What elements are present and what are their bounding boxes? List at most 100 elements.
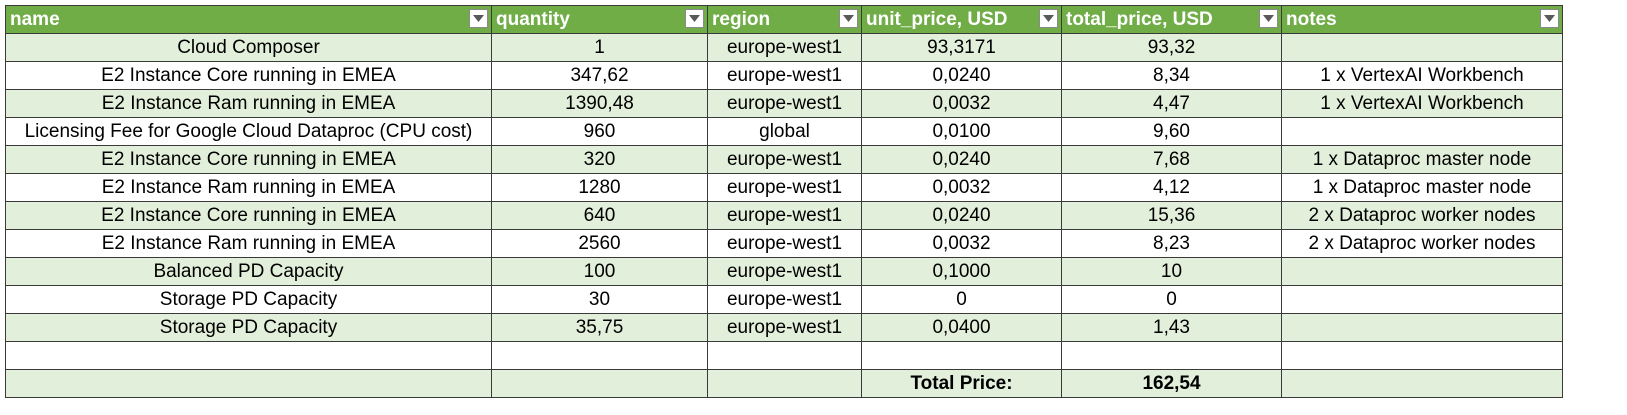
cell-name[interactable]: E2 Instance Ram running in EMEA [5,89,492,118]
cell-quantity[interactable]: 1 [491,33,708,62]
total-price-label[interactable]: Total Price: [861,369,1062,398]
cell-name[interactable] [5,341,492,370]
cell-total-price[interactable]: 8,34 [1061,61,1282,90]
cell-notes[interactable] [1281,257,1563,286]
cell-unit-price[interactable]: 0 [861,285,1062,314]
cell-quantity[interactable]: 30 [491,285,708,314]
table-row: Cloud Composer 1 europe-west1 93,3171 93… [5,33,1563,62]
cell-name[interactable]: Storage PD Capacity [5,313,492,342]
cell-total-price[interactable]: 9,60 [1061,117,1282,146]
cell-region[interactable]: europe-west1 [707,257,862,286]
total-price-value[interactable]: 162,54 [1061,369,1282,398]
cell-notes[interactable]: 2 x Dataproc worker nodes [1281,201,1563,230]
cell-total-price[interactable]: 15,36 [1061,201,1282,230]
cell-quantity[interactable]: 35,75 [491,313,708,342]
dropdown-filter-icon[interactable] [839,9,858,28]
cell-unit-price[interactable]: 0,0240 [861,145,1062,174]
dropdown-filter-icon[interactable] [469,9,488,28]
cell-name[interactable]: Storage PD Capacity [5,285,492,314]
table-row: Storage PD Capacity 30 europe-west1 0 0 [5,285,1563,314]
cell-notes[interactable]: 1 x VertexAI Workbench [1281,89,1563,118]
column-header-region[interactable]: region [707,5,862,34]
cell-notes[interactable]: 1 x VertexAI Workbench [1281,61,1563,90]
cell-region[interactable]: europe-west1 [707,201,862,230]
cell-region[interactable] [707,369,862,398]
cell-notes[interactable] [1281,117,1563,146]
cell-unit-price[interactable]: 0,0032 [861,229,1062,258]
table-row: E2 Instance Core running in EMEA 347,62 … [5,61,1563,90]
cell-unit-price[interactable]: 93,3171 [861,33,1062,62]
cell-quantity[interactable]: 640 [491,201,708,230]
cell-notes[interactable] [1281,33,1563,62]
table-row: E2 Instance Ram running in EMEA 1390,48 … [5,89,1563,118]
cell-total-price[interactable]: 7,68 [1061,145,1282,174]
column-header-unit-price[interactable]: unit_price, USD [861,5,1062,34]
cell-region[interactable]: europe-west1 [707,313,862,342]
table-row: E2 Instance Core running in EMEA 320 eur… [5,145,1563,174]
cell-name[interactable]: E2 Instance Core running in EMEA [5,61,492,90]
cell-region[interactable]: europe-west1 [707,145,862,174]
cell-unit-price[interactable]: 0,0400 [861,313,1062,342]
cell-region[interactable]: europe-west1 [707,285,862,314]
cell-region[interactable]: europe-west1 [707,61,862,90]
table-row: Licensing Fee for Google Cloud Dataproc … [5,117,1563,146]
cell-unit-price[interactable]: 0,0032 [861,89,1062,118]
table-body: Cloud Composer 1 europe-west1 93,3171 93… [5,33,1563,398]
cell-notes[interactable] [1281,285,1563,314]
cell-unit-price[interactable]: 0,1000 [861,257,1062,286]
cell-notes[interactable]: 1 x Dataproc master node [1281,173,1563,202]
cell-total-price[interactable]: 4,12 [1061,173,1282,202]
cell-quantity[interactable] [491,341,708,370]
cell-unit-price[interactable]: 0,0240 [861,201,1062,230]
cell-region[interactable]: europe-west1 [707,173,862,202]
cell-quantity[interactable] [491,369,708,398]
cell-total-price[interactable]: 10 [1061,257,1282,286]
header-row: name quantity region unit_price, USD tot… [5,5,1563,34]
column-header-quantity[interactable]: quantity [491,5,708,34]
cell-unit-price[interactable]: 0,0100 [861,117,1062,146]
cell-name[interactable]: E2 Instance Core running in EMEA [5,145,492,174]
cell-total-price[interactable]: 1,43 [1061,313,1282,342]
cell-notes[interactable] [1281,341,1563,370]
cell-region[interactable] [707,341,862,370]
table-row: E2 Instance Ram running in EMEA 1280 eur… [5,173,1563,202]
cell-total-price[interactable]: 4,47 [1061,89,1282,118]
cell-notes[interactable]: 1 x Dataproc master node [1281,145,1563,174]
cell-notes[interactable] [1281,369,1563,398]
dropdown-filter-icon[interactable] [685,9,704,28]
cell-quantity[interactable]: 320 [491,145,708,174]
cell-total-price[interactable]: 0 [1061,285,1282,314]
cell-quantity[interactable]: 1280 [491,173,708,202]
dropdown-filter-icon[interactable] [1039,9,1058,28]
column-header-name[interactable]: name [5,5,492,34]
cell-total-price[interactable] [1061,341,1282,370]
dropdown-filter-icon[interactable] [1259,9,1278,28]
cell-quantity[interactable]: 2560 [491,229,708,258]
cell-quantity[interactable]: 100 [491,257,708,286]
cell-notes[interactable]: 2 x Dataproc worker nodes [1281,229,1563,258]
cell-name[interactable] [5,369,492,398]
cell-region[interactable]: europe-west1 [707,229,862,258]
cell-name[interactable]: Cloud Composer [5,33,492,62]
cell-name[interactable]: E2 Instance Ram running in EMEA [5,173,492,202]
cell-unit-price[interactable] [861,341,1062,370]
cell-region[interactable]: europe-west1 [707,33,862,62]
dropdown-filter-icon[interactable] [1540,9,1559,28]
cell-quantity[interactable]: 347,62 [491,61,708,90]
cell-region[interactable]: europe-west1 [707,89,862,118]
column-header-notes[interactable]: notes [1281,5,1563,34]
cell-name[interactable]: Licensing Fee for Google Cloud Dataproc … [5,117,492,146]
cell-name[interactable]: E2 Instance Ram running in EMEA [5,229,492,258]
cell-region[interactable]: global [707,117,862,146]
cell-quantity[interactable]: 1390,48 [491,89,708,118]
cell-name[interactable]: Balanced PD Capacity [5,257,492,286]
column-header-total-price[interactable]: total_price, USD [1061,5,1282,34]
cell-quantity[interactable]: 960 [491,117,708,146]
cell-name[interactable]: E2 Instance Core running in EMEA [5,201,492,230]
cell-notes[interactable] [1281,313,1563,342]
cell-unit-price[interactable]: 0,0032 [861,173,1062,202]
cell-total-price[interactable]: 93,32 [1061,33,1282,62]
table-row: E2 Instance Ram running in EMEA 2560 eur… [5,229,1563,258]
cell-total-price[interactable]: 8,23 [1061,229,1282,258]
cell-unit-price[interactable]: 0,0240 [861,61,1062,90]
